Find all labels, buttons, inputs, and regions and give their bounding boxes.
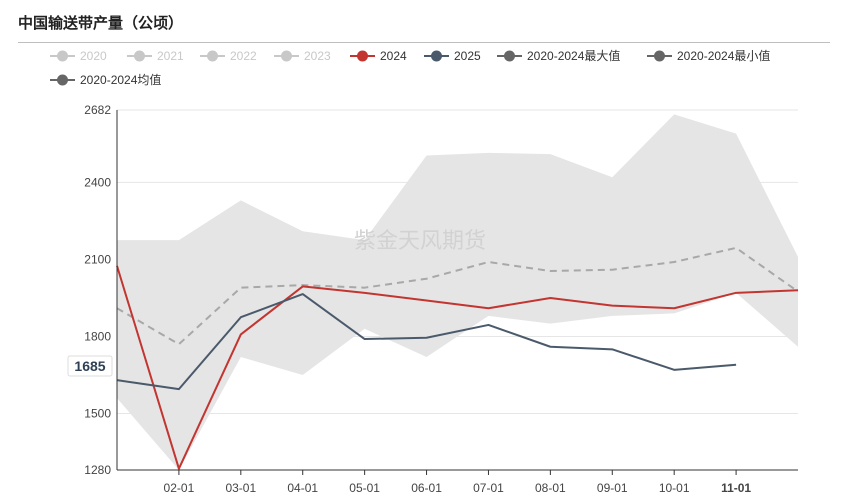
legend-label: 2020-2024均值 bbox=[80, 72, 161, 87]
chart-title: 中国输送带产量（公顷） bbox=[18, 15, 184, 32]
series-2024-line bbox=[116, 265, 799, 470]
legend-label: 2020-2024最小值 bbox=[677, 48, 770, 63]
legend-marker bbox=[357, 50, 368, 62]
x-tick-label: 10-01 bbox=[659, 481, 690, 495]
y-pointer-box bbox=[67, 355, 113, 377]
legend-label: 2025 bbox=[454, 49, 481, 63]
title-divider bbox=[18, 42, 830, 43]
x-tick-label: 02-01 bbox=[164, 481, 195, 495]
y-pointer-label: 1685 bbox=[74, 358, 105, 374]
legend-item[interactable]: 2024 bbox=[350, 49, 407, 63]
legend-marker bbox=[281, 50, 292, 62]
legend-marker bbox=[134, 50, 145, 62]
legend-marker bbox=[431, 50, 442, 62]
x-tick-label: 06-01 bbox=[411, 481, 442, 495]
x-tick-label: 05-01 bbox=[349, 481, 380, 495]
y-tick-label: 2400 bbox=[84, 175, 111, 189]
legend-label: 2024 bbox=[380, 49, 407, 63]
legend-item[interactable]: 2022 bbox=[200, 49, 257, 63]
y-tick-label: 2100 bbox=[84, 252, 111, 266]
legend-item[interactable]: 2020-2024最大值 bbox=[497, 48, 620, 63]
y-tick-label: 1800 bbox=[84, 329, 111, 343]
x-tick-label: 11-01 bbox=[721, 481, 751, 495]
legend-marker bbox=[207, 50, 218, 62]
axes: 1280 1500 1800 2100 2400 2682 02-01 03-01 04-01 0… bbox=[84, 103, 798, 495]
legend-item[interactable]: 2023 bbox=[274, 49, 331, 63]
legend-label: 2020 bbox=[80, 49, 107, 63]
legend-label: 2021 bbox=[157, 49, 184, 63]
legend-label: 2023 bbox=[304, 49, 331, 63]
series-2025-line bbox=[116, 293, 737, 391]
y-tick-label: 2682 bbox=[84, 103, 111, 117]
legend[interactable]: 2020 2021 2022 2023 2024 2025 2020-2024最大值 2020… bbox=[50, 48, 770, 87]
legend-label: 2020-2024最大值 bbox=[527, 48, 620, 63]
min-max-band bbox=[117, 114, 798, 470]
x-tick-label: 04-01 bbox=[287, 481, 318, 495]
legend-marker bbox=[654, 50, 665, 62]
legend-item[interactable]: 2020-2024均值 bbox=[50, 72, 161, 87]
y-tick-label: 1280 bbox=[84, 463, 111, 477]
legend-label: 2022 bbox=[230, 49, 257, 63]
legend-item[interactable]: 2021 bbox=[127, 49, 184, 63]
legend-marker bbox=[57, 50, 68, 62]
legend-marker bbox=[504, 50, 515, 62]
watermark-text: 紫金天风期货 bbox=[354, 228, 486, 253]
legend-marker bbox=[57, 74, 68, 86]
average-line bbox=[116, 246, 799, 346]
x-tick-label: 03-01 bbox=[225, 481, 256, 495]
x-tick-label: 09-01 bbox=[597, 481, 628, 495]
series-lines bbox=[116, 246, 799, 470]
legend-item[interactable]: 2020-2024最小值 bbox=[647, 48, 770, 63]
y-axis-pointer: 1685 bbox=[67, 355, 113, 377]
legend-item[interactable]: 2020 bbox=[50, 49, 107, 63]
legend-item[interactable]: 2025 bbox=[424, 49, 481, 63]
x-tick-label: 07-01 bbox=[473, 481, 504, 495]
y-tick-label: 1500 bbox=[84, 407, 111, 421]
x-tick-label: 08-01 bbox=[535, 481, 566, 495]
